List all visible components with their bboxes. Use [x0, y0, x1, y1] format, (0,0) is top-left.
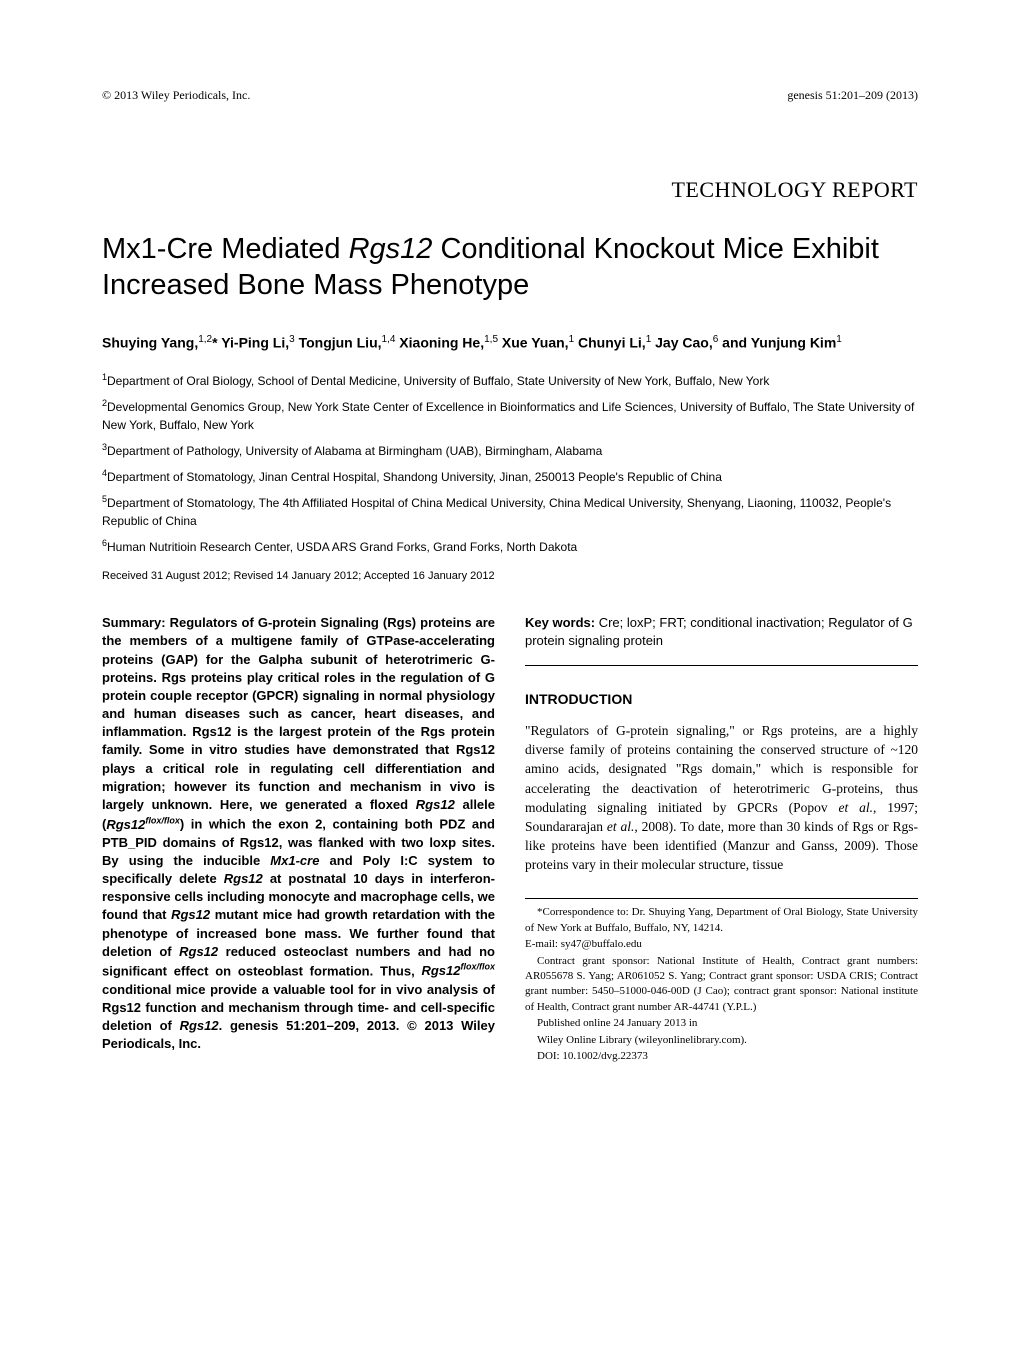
affiliation-item: 5Department of Stomatology, The 4th Affi…	[102, 493, 918, 530]
keywords-block: Key words: Cre; loxP; FRT; conditional i…	[525, 614, 918, 650]
divider-rule	[525, 665, 918, 666]
introduction-body: "Regulators of G-protein signaling," or …	[525, 721, 918, 874]
affiliation-item: 2Developmental Genomics Group, New York …	[102, 397, 918, 434]
two-column-body: Summary: Regulators of G-protein Signali…	[102, 614, 918, 1065]
article-type-label: TECHNOLOGY REPORT	[102, 177, 918, 203]
article-title: Mx1-Cre Mediated Rgs12 Conditional Knock…	[102, 231, 918, 304]
correspondence-footnote: *Correspondence to: Dr. Shuying Yang, De…	[525, 905, 918, 936]
keywords-label: Key words:	[525, 615, 595, 630]
copyright-text: © 2013 Wiley Periodicals, Inc.	[102, 88, 250, 103]
right-column: Key words: Cre; loxP; FRT; conditional i…	[525, 614, 918, 1065]
affiliation-item: 1Department of Oral Biology, School of D…	[102, 371, 918, 390]
page-header: © 2013 Wiley Periodicals, Inc. genesis 5…	[102, 88, 918, 103]
affiliation-item: 6Human Nutritioin Research Center, USDA …	[102, 537, 918, 556]
introduction-heading: INTRODUCTION	[525, 690, 918, 710]
left-column: Summary: Regulators of G-protein Signali…	[102, 614, 495, 1065]
email-footnote: E-mail: sy47@buffalo.edu	[525, 937, 918, 952]
doi-footnote: DOI: 10.1002/dvg.22373	[525, 1049, 918, 1064]
authors-list: Shuying Yang,1,2* Yi-Ping Li,3 Tongjun L…	[102, 332, 918, 354]
title-gene-name: Rgs12	[349, 233, 433, 265]
affiliation-item: 3Department of Pathology, University of …	[102, 441, 918, 460]
abstract-summary: Summary: Regulators of G-protein Signali…	[102, 614, 495, 1053]
article-dates: Received 31 August 2012; Revised 14 Janu…	[102, 570, 918, 582]
affiliations-list: 1Department of Oral Biology, School of D…	[102, 371, 918, 556]
affiliation-item: 4Department of Stomatology, Jinan Centra…	[102, 467, 918, 486]
library-footnote: Wiley Online Library (wileyonlinelibrary…	[525, 1033, 918, 1048]
footnote-divider	[525, 898, 918, 899]
title-part-1: Mx1-Cre Mediated	[102, 233, 349, 265]
footnotes-block: *Correspondence to: Dr. Shuying Yang, De…	[525, 905, 918, 1064]
published-footnote: Published online 24 January 2013 in	[525, 1016, 918, 1031]
grants-footnote: Contract grant sponsor: National Institu…	[525, 954, 918, 1016]
journal-citation: genesis 51:201–209 (2013)	[787, 88, 918, 103]
